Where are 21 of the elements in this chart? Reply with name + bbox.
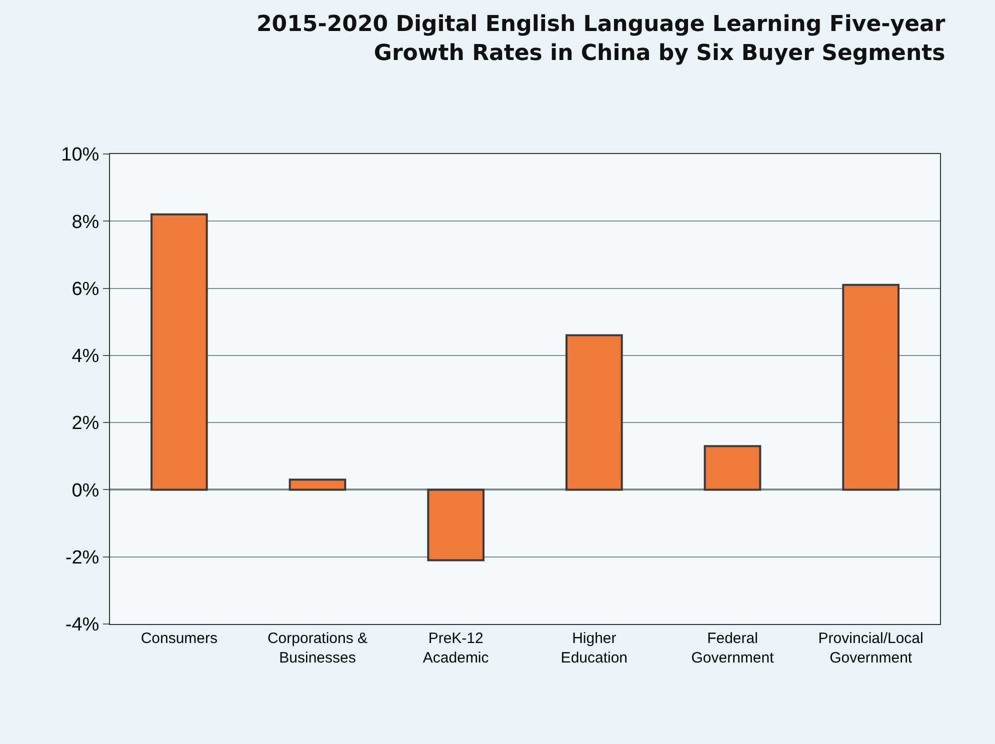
bar — [427, 488, 484, 562]
y-tick-label: 10% — [61, 144, 100, 166]
chart-title: 2015-2020 Digital English Language Learning Five-year Growth Rates in China by Six Buyer Segments — [256, 12, 946, 66]
y-tick-label: 0% — [72, 480, 100, 502]
x-tick-label: PreK-12 Academic — [422, 630, 490, 666]
bar — [566, 334, 623, 491]
bar — [288, 478, 346, 491]
y-tick-label: 8% — [72, 212, 100, 233]
x-tick-label: Corporations & Businesses — [267, 630, 368, 666]
y-tick-label: 6% — [72, 278, 100, 300]
x-tick-label: Higher Education — [560, 630, 628, 666]
y-tick-label: 4% — [72, 346, 100, 368]
y-tick-label: -2% — [65, 548, 100, 569]
x-tick-label: Consumers — [140, 630, 218, 647]
x-tick-label: Federal Government — [691, 630, 775, 666]
bar — [150, 213, 208, 491]
bar — [704, 445, 762, 491]
y-tick-label: -4% — [65, 614, 100, 636]
bar — [842, 284, 900, 491]
x-tick-label: Provincial/Local Government — [818, 630, 924, 666]
y-tick-label: 2% — [72, 413, 100, 434]
